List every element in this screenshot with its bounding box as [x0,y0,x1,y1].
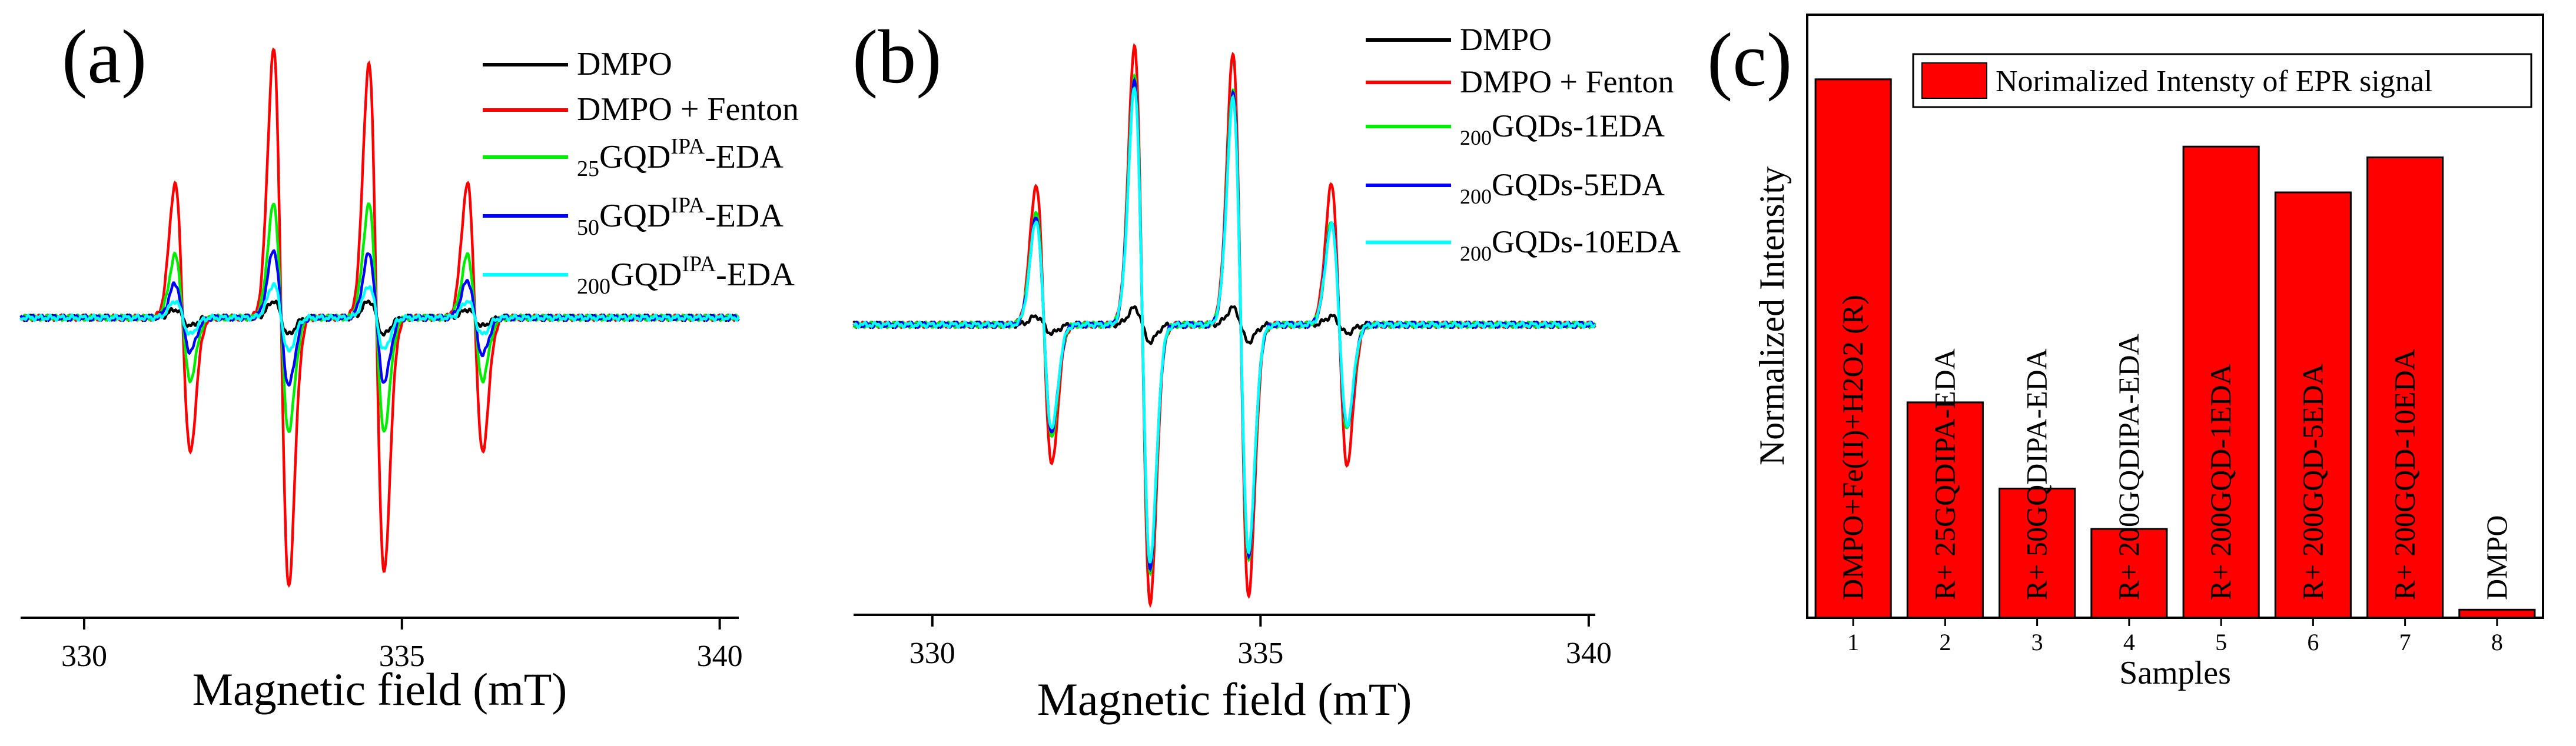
panel-c-bars: DMPO+Fe(II)+H2O2 (R) 1 R+ 25GQDIPA-EDA 2 R+ … [1814,78,2536,655]
bar-label-4: R+ 200GQDIPA-EDA [2112,334,2145,600]
legend-suffix: -EDA [705,198,784,234]
legend-main: GQD [610,257,682,293]
panel-b-legend-label-4: 200GQDs-5EDA [1460,167,1665,208]
panel-a-legend-label-2: DMPO + Fenton [577,91,799,128]
legend-main: GQDs-1EDA [1492,108,1665,144]
panel-b-legend-label-5: 200GQDs-10EDA [1460,224,1681,265]
x-tick-label: 335 [379,640,425,673]
panel-b-label: (b) [852,15,942,99]
panel-c-x-axis-title: Samples [2119,655,2231,691]
panel-b: (b) 330 335 340 Magnetic field (mT) DMPO D… [852,15,1681,725]
panel-a-legend-item-3: 25GQDIPA-EDA [483,134,784,181]
bar-3 [1999,487,2076,619]
legend-sup: IPA [682,252,716,277]
panel-b-legend-label-1: DMPO [1460,22,1552,57]
panel-c-legend-swatch [1921,62,1987,99]
x-tick-label: 340 [1566,637,1612,670]
x-tick-label: 330 [61,640,107,673]
panel-b-legend-item-1: DMPO [1366,22,1552,57]
bar-label-1: DMPO+Fe(II)+H2O2 (R) [1836,295,1869,600]
bar-label-5: R+ 200GQD-1EDA [2204,364,2237,600]
panel-b-legend-item-2: DMPO + Fenton [1366,64,1674,99]
legend-suffix: -EDA [705,139,784,175]
x-tick-label: 6 [2307,629,2319,655]
panel-b-legend-item-4: 200GQDs-5EDA [1366,167,1665,208]
legend-sub: 200 [1460,185,1492,208]
x-tick-label: 7 [2399,629,2411,655]
bar-5 [2182,145,2260,619]
bar-2 [1906,401,1984,619]
panel-a-legend-label-5: 200GQDIPA-EDA [577,252,795,299]
panel-b-x-axis-title: Magnetic field (mT) [1037,674,1412,725]
legend-sup: IPA [670,134,705,159]
legend-main: GQDs-10EDA [1492,224,1681,259]
panel-b-plot-area: 330 335 340 [852,43,1612,670]
bar-label-6: R+ 200GQD-5EDA [2296,364,2329,600]
panel-a-legend-label-1: DMPO [577,46,672,82]
x-tick-label: 330 [909,637,955,670]
panel-a-legend: DMPO DMPO + Fenton 25GQDIPA-EDA 50GQDIPA… [483,46,799,299]
bar-6 [2274,191,2352,619]
panel-c-plot-frame [1806,14,2544,619]
panel-a-legend-item-4: 50GQDIPA-EDA [483,193,784,240]
legend-sub: 50 [577,215,599,240]
x-tick-label: 4 [2123,629,2135,655]
x-tick-label: 1 [1847,629,1859,655]
panel-b-curves [852,43,1596,608]
panel-c-legend-label: Norimalized Intensty of EPR signal [1996,65,2432,98]
series-line-5 [19,282,740,353]
panel-c-legend: Norimalized Intensty of EPR signal [1912,53,2532,108]
panel-a-legend-item-5: 200GQDIPA-EDA [483,252,795,299]
x-tick-label: 3 [2031,629,2043,655]
x-tick-label: 2 [1939,629,1951,655]
x-tick-label: 5 [2215,629,2227,655]
legend-main: GQD [599,139,670,175]
panel-b-legend-label-3: 200GQDs-1EDA [1460,108,1665,149]
legend-main: GQDs-5EDA [1492,167,1665,202]
panel-c: (c) DMPO+Fe(II)+H2O2 (R) 1 R+ 25GQDIPA-EDA… [1707,14,2544,691]
series-line-5 [852,86,1596,564]
legend-sup: IPA [670,193,705,218]
panel-c-label: (c) [1707,18,1792,102]
panel-b-legend-label-2: DMPO + Fenton [1460,64,1674,99]
bar-label-2: R+ 25GQDIPA-EDA [1928,348,1961,600]
panel-a-legend-item-2: DMPO + Fenton [483,91,799,128]
bar-label-7: R+ 200GQD-10EDA [2388,349,2421,600]
legend-main: GQD [599,198,670,234]
panel-b-legend-item-5: 200GQDs-10EDA [1366,224,1681,265]
bar-1 [1814,78,1892,619]
legend-sub: 200 [1460,242,1492,265]
panel-b-x-ticks: 330 335 340 [909,615,1612,670]
legend-sub: 200 [577,274,610,299]
x-tick-label: 340 [697,640,743,673]
bar-4 [2090,528,2168,619]
bar-label-3: R+ 50GQDIPA-EDA [2020,348,2053,600]
panel-a-legend-label-4: 50GQDIPA-EDA [577,193,784,240]
bar-label-8: DMPO [2480,515,2513,600]
panel-b-legend-item-3: 200GQDs-1EDA [1366,108,1665,149]
panel-a-x-axis-title: Magnetic field (mT) [192,664,567,715]
panel-a-legend-label-3: 25GQDIPA-EDA [577,134,784,181]
legend-sub: 25 [577,156,599,181]
panel-c-y-axis-title: Normalized Intensity [1752,166,1791,465]
legend-suffix: -EDA [716,257,795,293]
panel-a-curves [19,47,740,588]
panel-b-legend: DMPO DMPO + Fenton 200GQDs-1EDA 200GQDs-… [1366,22,1681,265]
panel-a: (a) 330 335 340 Magnetic field (mT) DMPO D… [19,15,799,715]
x-tick-label: 335 [1237,637,1283,670]
panel-c-legend-box [1912,53,2532,108]
x-tick-label: 8 [2491,629,2503,655]
panel-a-plot-area: 330 335 340 [19,47,743,673]
legend-sub: 200 [1460,126,1492,149]
panel-a-legend-item-1: DMPO [483,46,672,82]
bar-8 [2458,608,2536,619]
panel-a-label: (a) [62,15,147,99]
panel-a-x-ticks: 330 335 340 [61,618,743,673]
